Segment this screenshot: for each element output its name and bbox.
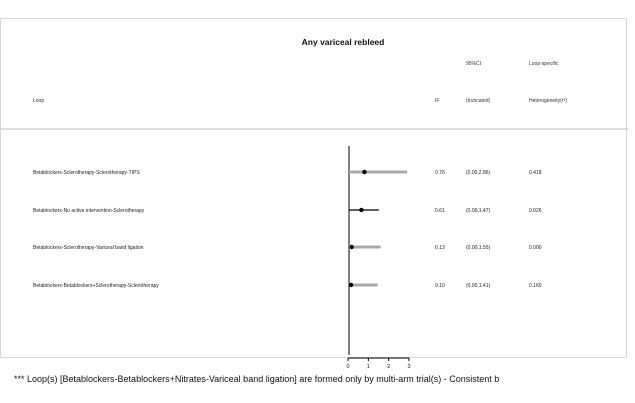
row-if-value: 0.76 xyxy=(435,170,445,176)
row-ci-value: (0.00,2.86) xyxy=(466,170,491,176)
row-loop-label: Betablockers-No active intervention-Scle… xyxy=(33,208,145,214)
if-point xyxy=(348,282,354,288)
row-loop-label: Betablockers-Betablockers+Sclerotherapy-… xyxy=(33,283,159,289)
x-tick-label: 0 xyxy=(346,364,349,370)
header-loop: Loop xyxy=(33,98,44,104)
row-heterogeneity-value: 0.000 xyxy=(529,245,542,251)
if-point xyxy=(359,207,364,213)
row-loop-label: Betablockers-Sclerotherapy-Sclerotherapy… xyxy=(33,170,140,176)
if-point xyxy=(349,244,354,250)
forest-plot: Any variceal rebleed 95%CI Loop-specific… xyxy=(1,37,628,355)
x-tick-label: 3 xyxy=(407,364,410,370)
x-tick-label: 2 xyxy=(387,364,390,370)
row-if-value: 0.13 xyxy=(435,245,445,251)
row-ci-value: (0.00,1.41) xyxy=(466,283,491,289)
row-ci-value: (0.00,1.47) xyxy=(466,208,491,214)
header-ci-line2: (truncated) xyxy=(466,98,491,104)
row-heterogeneity-value: 0.418 xyxy=(529,170,542,176)
row-if-value: 0.61 xyxy=(435,208,445,214)
row-loop-label: Betablockers-Sclerotherapy-Variceal band… xyxy=(33,245,144,251)
row-heterogeneity-value: 0.026 xyxy=(529,208,542,214)
header-het-line1: Loop-specific xyxy=(529,61,559,67)
forest-rows: Betablockers-Sclerotherapy-Sclerotherapy… xyxy=(33,169,542,289)
x-axis-ticks: 0 1 2 3 xyxy=(346,358,411,370)
row-heterogeneity-value: 0.160 xyxy=(529,283,542,289)
x-axis: 0 1 2 3 xyxy=(346,357,411,370)
header-ci-line1: 95%CI xyxy=(466,61,481,67)
x-tick-label: 1 xyxy=(367,364,370,370)
header-het-line2: Heterogeneity(τ²) xyxy=(529,98,567,104)
row-if-value: 0.10 xyxy=(435,283,445,289)
chart-title: Any variceal rebleed xyxy=(302,37,385,47)
plot-panel: Any variceal rebleed 95%CI Loop-specific… xyxy=(0,18,628,358)
footnote: *** Loop(s) [Betablockers-Betablockers+N… xyxy=(14,374,500,384)
if-point xyxy=(362,169,367,175)
header-if: IF xyxy=(435,98,439,104)
row-ci-value: (0.00,1.55) xyxy=(466,245,491,251)
